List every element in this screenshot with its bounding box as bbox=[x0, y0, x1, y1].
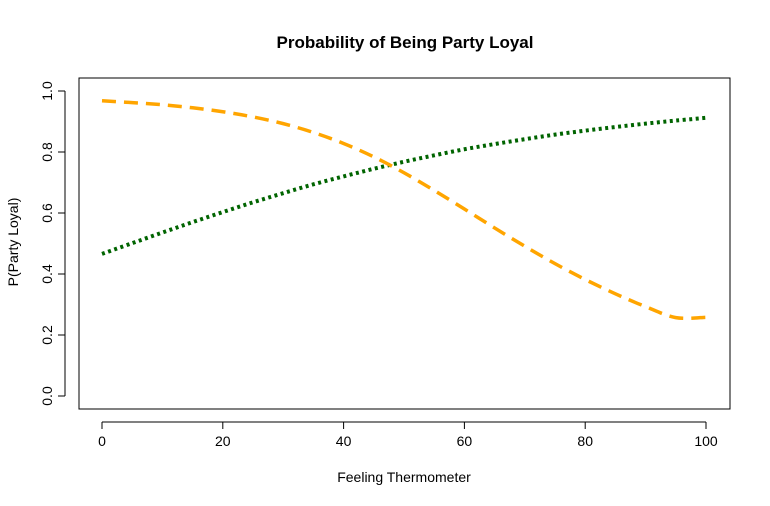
x-axis: 0 20 40 60 80 100 bbox=[98, 421, 718, 449]
y-tick-label: 1.0 bbox=[39, 81, 55, 101]
y-tick-label: 0.4 bbox=[39, 264, 55, 284]
x-tick-label: 100 bbox=[694, 433, 718, 449]
x-axis-label: Feeling Thermometer bbox=[337, 469, 471, 485]
x-tick-label: 40 bbox=[336, 433, 352, 449]
y-axis: 0.0 0.2 0.4 0.6 0.8 1.0 bbox=[39, 81, 66, 406]
x-tick-label: 60 bbox=[457, 433, 473, 449]
y-tick-label: 0.2 bbox=[39, 325, 55, 345]
series-line-dashed-orange bbox=[101, 99, 707, 321]
y-tick-label: 0.6 bbox=[39, 203, 55, 223]
series-layer bbox=[101, 99, 707, 321]
x-tick-label: 20 bbox=[215, 433, 231, 449]
x-tick-label: 80 bbox=[577, 433, 593, 449]
y-tick-label: 0.0 bbox=[39, 386, 55, 406]
y-tick-label: 0.8 bbox=[39, 142, 55, 162]
x-tick-label: 0 bbox=[98, 433, 106, 449]
y-axis-label: P(Party Loyal) bbox=[5, 198, 21, 287]
plot-area bbox=[78, 77, 731, 410]
series-line-dotted-green bbox=[101, 115, 707, 256]
chart-title: Probability of Being Party Loyal bbox=[277, 33, 534, 52]
